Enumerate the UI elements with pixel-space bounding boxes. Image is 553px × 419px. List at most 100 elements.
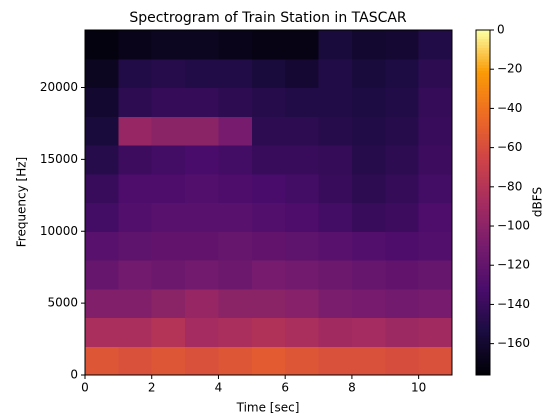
colorbar-slice — [476, 99, 490, 103]
colorbar-slice — [476, 122, 490, 126]
heatmap-cell — [85, 145, 119, 175]
colorbar-slice — [476, 81, 490, 86]
colorbar-slice — [476, 300, 490, 304]
colorbar-slice — [476, 337, 490, 341]
colorbar-slice — [476, 283, 490, 287]
colorbar-slice — [476, 245, 490, 249]
colorbar-slice — [476, 136, 490, 140]
heatmap-cell — [318, 30, 353, 60]
colorbar-slice — [476, 170, 490, 175]
heatmap-cell — [218, 87, 253, 117]
x-axis-label: Time [sec] — [236, 401, 300, 415]
colorbar-slice — [476, 369, 490, 373]
heatmap-cell — [185, 288, 219, 318]
colorbar-slice — [476, 234, 490, 238]
colorbar-slice — [476, 76, 490, 80]
colorbar-slice — [476, 162, 490, 166]
y-axis-label: Frequency [Hz] — [15, 157, 29, 248]
colorbar-slice — [476, 274, 490, 278]
colorbar-slice — [476, 372, 490, 376]
colorbar-slice — [476, 38, 490, 42]
heatmap-cell — [318, 87, 353, 117]
heatmap-cell — [285, 58, 320, 88]
heatmap-cell — [151, 288, 186, 318]
colorbar-slice — [476, 107, 490, 111]
colorbar-slice — [476, 219, 490, 224]
heatmap-cell — [385, 317, 420, 347]
colorbar-slice — [476, 58, 490, 63]
x-tick-label: 2 — [148, 381, 156, 395]
x-tick-label: 10 — [411, 381, 426, 395]
colorbar-slice — [476, 41, 490, 45]
colorbar-slice — [476, 191, 490, 195]
heatmap-cell — [251, 231, 286, 261]
colorbar-slice — [476, 277, 490, 281]
heatmap-cell — [385, 288, 420, 318]
colorbar-tick-label: −20 — [497, 62, 522, 76]
colorbar-slice — [476, 262, 490, 267]
colorbar-slice — [476, 242, 490, 247]
colorbar-slice — [476, 176, 490, 180]
heatmap-cell — [418, 87, 453, 117]
colorbar-slice — [476, 329, 490, 333]
x-tick-label: 4 — [215, 381, 223, 395]
colorbar-slice — [476, 199, 490, 203]
colorbar-slice — [476, 87, 490, 91]
colorbar-slice — [476, 260, 490, 264]
heatmap-cell — [185, 346, 219, 376]
colorbar-slice — [476, 96, 490, 100]
heatmap-cell — [318, 260, 353, 290]
heatmap-cell — [318, 346, 353, 376]
colorbar-slice — [476, 35, 490, 40]
colorbar-tick-label: 0 — [497, 23, 505, 37]
colorbar-slice — [476, 61, 490, 65]
heatmap-cell — [151, 317, 186, 347]
heatmap-cell — [385, 30, 420, 60]
heatmap-cell — [185, 202, 219, 232]
heatmap-cell — [118, 30, 153, 60]
colorbar-slice — [476, 314, 490, 318]
colorbar-slice — [476, 225, 490, 229]
heatmap-cell — [185, 317, 219, 347]
heatmap-cell — [85, 288, 119, 318]
colorbar-slice — [476, 363, 490, 367]
colorbar-slice — [476, 271, 490, 275]
heatmap-cell — [118, 288, 153, 318]
heatmap-cell — [185, 145, 219, 175]
colorbar-slice — [476, 323, 490, 327]
colorbar-slice — [476, 101, 490, 106]
colorbar-slice — [476, 153, 490, 157]
heatmap-cell — [351, 346, 386, 376]
heatmap-cell — [185, 58, 219, 88]
heatmap-cell — [218, 231, 253, 261]
heatmap-cell — [218, 30, 253, 60]
heatmap-cell — [418, 58, 453, 88]
colorbar-slice — [476, 237, 490, 241]
colorbar-slice — [476, 265, 490, 270]
colorbar-slice — [476, 311, 490, 316]
colorbar-slice — [476, 294, 490, 298]
heatmap-cell — [151, 30, 186, 60]
heatmap-cell — [118, 317, 153, 347]
colorbar-slice — [476, 308, 490, 313]
colorbar-slice — [476, 268, 490, 272]
heatmap-cell — [251, 317, 286, 347]
colorbar-slice — [476, 357, 490, 362]
heatmap-cell — [418, 288, 453, 318]
heatmap-cell — [318, 145, 353, 175]
heatmap-cell — [285, 87, 320, 117]
colorbar-slice — [476, 133, 490, 137]
colorbar-slice — [476, 150, 490, 155]
heatmap-cell — [85, 58, 119, 88]
colorbar-slice — [476, 142, 490, 146]
chart-title: Spectrogram of Train Station in TASCAR — [129, 10, 407, 26]
colorbar-tick-label: −160 — [497, 336, 530, 350]
heatmap-cell — [285, 317, 320, 347]
colorbar-slice — [476, 93, 490, 97]
colorbar-slice — [476, 331, 490, 336]
colorbar-slice — [476, 196, 490, 201]
heatmap-cell — [151, 231, 186, 261]
plot-frame — [84, 29, 453, 376]
heatmap-cell — [251, 173, 286, 203]
heatmap-cell — [151, 346, 186, 376]
